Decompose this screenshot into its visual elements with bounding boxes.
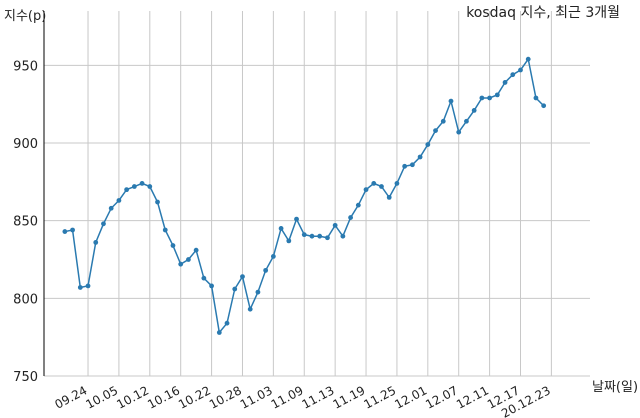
data-point: [533, 95, 539, 101]
data-point: [355, 202, 361, 208]
data-point: [479, 95, 485, 101]
y-tick-label: 800: [13, 292, 38, 307]
data-point: [294, 216, 299, 222]
data-point: [309, 233, 315, 239]
y-tick-label: 900: [13, 137, 38, 152]
data-point: [541, 103, 547, 109]
x-tick-label: 12.07: [423, 383, 460, 411]
x-tick-label: 10.16: [145, 383, 182, 411]
data-point: [255, 289, 261, 295]
data-point: [502, 80, 508, 85]
data-point: [456, 129, 462, 135]
data-point: [363, 187, 369, 193]
data-point: [247, 306, 253, 312]
x-axis-label: 날짜(일): [592, 380, 638, 395]
data-point: [518, 67, 523, 73]
data-point: [178, 261, 184, 267]
data-point: [232, 286, 238, 292]
x-tick-label: 10.12: [114, 383, 151, 411]
data-point: [525, 56, 531, 62]
data-point: [348, 215, 353, 220]
x-tick-label: 11.25: [361, 383, 398, 411]
x-tick-label: 10.22: [176, 383, 213, 411]
y-axis-label: 지수(p): [4, 9, 46, 24]
data-point: [77, 285, 83, 290]
data-point: [402, 163, 408, 169]
x-tick-label: 11.03: [238, 383, 275, 411]
x-tick-label: 12.11: [454, 383, 491, 411]
data-point: [448, 98, 454, 104]
data-point: [278, 226, 284, 231]
data-point: [409, 162, 415, 168]
data-point: [487, 95, 492, 101]
data-point: [62, 229, 68, 234]
x-tick-label: 09.24: [53, 383, 90, 411]
data-point: [224, 320, 230, 326]
data-point: [417, 154, 423, 160]
data-point: [325, 235, 330, 241]
x-tick-labels: 09.2410.0510.1210.1610.2210.2811.0311.09…: [53, 383, 553, 418]
data-point: [108, 205, 114, 211]
data-point: [186, 257, 191, 262]
y-tick-label: 750: [13, 370, 38, 385]
data-points: [62, 56, 547, 335]
data-point: [139, 181, 145, 186]
data-point: [116, 198, 122, 203]
data-point: [494, 92, 500, 98]
data-point: [216, 330, 222, 335]
data-point: [440, 118, 446, 124]
data-point: [510, 72, 516, 78]
data-point: [101, 221, 106, 227]
chart-title: kosdaq 지수, 최근 3개월: [466, 5, 620, 21]
x-tick-label: 11.09: [269, 383, 306, 411]
y-tick-label: 850: [13, 215, 38, 230]
data-point: [425, 142, 431, 147]
data-point: [340, 233, 346, 239]
data-point: [162, 227, 168, 233]
x-tick-label: 11.13: [300, 383, 337, 411]
data-point: [332, 222, 338, 228]
data-point: [394, 181, 400, 186]
data-point: [371, 181, 377, 186]
data-point: [386, 194, 392, 200]
data-point: [270, 254, 276, 259]
data-point: [147, 184, 153, 189]
data-point: [201, 275, 207, 281]
data-point: [471, 108, 477, 113]
x-tick-label: 12.01: [392, 383, 429, 411]
data-point: [240, 274, 245, 279]
x-tick-label: 11.19: [331, 383, 368, 411]
data-point: [317, 233, 323, 239]
data-point: [433, 128, 438, 134]
data-point: [464, 118, 469, 124]
y-tick-labels: 750 800 850 900 950: [13, 59, 38, 385]
data-point: [286, 238, 292, 244]
x-tick-label: 10.05: [83, 383, 120, 411]
data-point: [131, 184, 137, 189]
data-point: [193, 247, 199, 253]
data-point: [85, 283, 91, 289]
data-point: [209, 283, 214, 289]
data-point: [70, 227, 75, 233]
data-point: [155, 199, 160, 205]
data-point: [170, 243, 176, 248]
y-tick-label: 950: [13, 59, 38, 74]
data-point: [124, 187, 130, 193]
data-point: [263, 267, 269, 273]
x-tick-label: 10.28: [207, 383, 244, 411]
data-point: [301, 232, 307, 238]
grid-layer: [44, 11, 590, 377]
data-point: [379, 184, 384, 189]
data-point: [93, 240, 99, 245]
